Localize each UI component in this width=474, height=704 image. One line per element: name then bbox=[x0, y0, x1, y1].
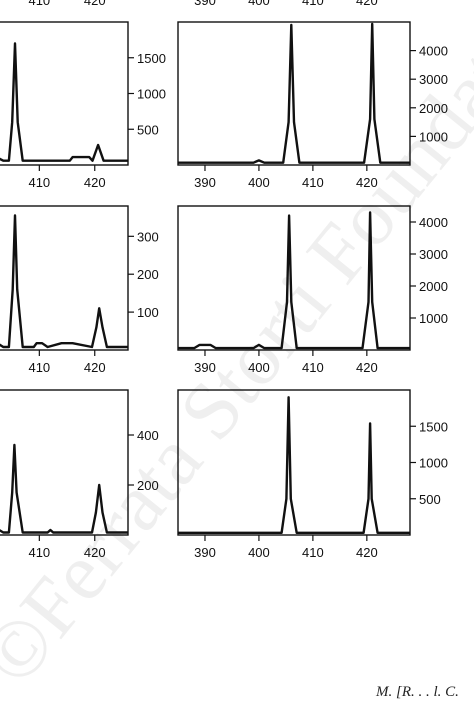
panel-top-right-y-tick-label: 1000 bbox=[419, 129, 448, 144]
panel-middle-right-x-tick-label: 390 bbox=[194, 360, 216, 375]
panel-bottom-right-trace bbox=[178, 396, 410, 534]
panel-top-right-cropped-tick-label: 420 bbox=[356, 0, 378, 8]
panel-bottom-right-x-tick-label: 410 bbox=[302, 545, 324, 560]
panel-bottom-right-x-tick-label: 420 bbox=[356, 545, 378, 560]
panel-middle-right-x-tick-label: 420 bbox=[356, 360, 378, 375]
caption-fragment: M. [R. . . l. C. bbox=[375, 684, 459, 700]
panel-bottom-left-x-tick-label: 410 bbox=[28, 545, 50, 560]
panel-bottom-right-y-tick-label: 1500 bbox=[419, 419, 448, 434]
panel-top-left-x-tick-label: 410 bbox=[28, 175, 50, 190]
panel-middle-left-x-tick-label: 410 bbox=[28, 360, 50, 375]
panel-top-right-cropped-tick-label: 410 bbox=[302, 0, 324, 8]
panel-middle-right-trace bbox=[178, 211, 410, 350]
panel-top-right-frame bbox=[177, 21, 411, 166]
panel-top-right-y-tick-label: 4000 bbox=[419, 44, 448, 59]
panel-middle-left-y-tick-label: 300 bbox=[137, 229, 159, 244]
panel-top-right-cropped-tick-label: 400 bbox=[248, 0, 270, 8]
panel-bottom-left-x-tick-label: 420 bbox=[84, 545, 106, 560]
panel-middle-right-y-tick-label: 2000 bbox=[419, 279, 448, 294]
panel-middle-right-frame bbox=[177, 205, 411, 351]
panel-middle-right-y-tick-label: 1000 bbox=[419, 311, 448, 326]
panel-bottom-right-x-tick-label: 390 bbox=[194, 545, 216, 560]
panel-bottom-left-y-tick-label: 200 bbox=[137, 478, 159, 493]
panel-middle-left-trace bbox=[0, 214, 128, 349]
panel-bottom-left-frame bbox=[0, 389, 129, 536]
panel-top-left-y-tick-label: 1000 bbox=[137, 87, 166, 102]
panel-middle-right-y-tick-label: 3000 bbox=[419, 247, 448, 262]
panel-middle-right-y-tick-label: 4000 bbox=[419, 215, 448, 230]
panel-middle-left-frame bbox=[0, 205, 129, 351]
panel-bottom-right-y-tick-label: 500 bbox=[419, 492, 441, 507]
panel-top-right-x-tick-label: 410 bbox=[302, 175, 324, 190]
panel-middle-left-y-tick-label: 100 bbox=[137, 305, 159, 320]
panel-top-left-y-tick-label: 1500 bbox=[137, 51, 166, 66]
panel-top-left-x-tick-label: 420 bbox=[84, 175, 106, 190]
panel-middle-right-x-tick-label: 400 bbox=[248, 360, 270, 375]
panel-top-right-trace bbox=[178, 22, 410, 164]
panel-bottom-right-y-tick-label: 1000 bbox=[419, 456, 448, 471]
panel-top-left-cropped-tick-label: 410 bbox=[28, 0, 50, 8]
panel-bottom-left-trace bbox=[0, 443, 128, 534]
panel-top-right-x-tick-label: 400 bbox=[248, 175, 270, 190]
panel-middle-left-x-tick-label: 420 bbox=[84, 360, 106, 375]
panel-bottom-left-y-tick-label: 400 bbox=[137, 428, 159, 443]
panel-bottom-right-x-tick-label: 400 bbox=[248, 545, 270, 560]
panel-top-right-y-tick-label: 3000 bbox=[419, 72, 448, 87]
panel-top-left-cropped-tick-label: 420 bbox=[84, 0, 106, 8]
panel-top-left-trace bbox=[0, 42, 128, 162]
panel-middle-left-y-tick-label: 200 bbox=[137, 267, 159, 282]
panel-top-left-y-tick-label: 500 bbox=[137, 122, 159, 137]
panel-top-right-x-tick-label: 390 bbox=[194, 175, 216, 190]
panel-top-right-x-tick-label: 420 bbox=[356, 175, 378, 190]
panel-middle-right-x-tick-label: 410 bbox=[302, 360, 324, 375]
panel-top-right-cropped-tick-label: 390 bbox=[194, 0, 216, 8]
panel-top-left-frame bbox=[0, 21, 129, 166]
panel-top-right-y-tick-label: 2000 bbox=[419, 101, 448, 116]
